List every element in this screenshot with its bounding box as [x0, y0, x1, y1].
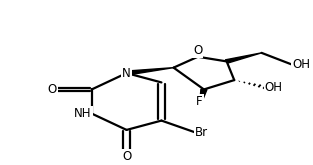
Text: NH: NH [74, 107, 92, 120]
Polygon shape [225, 53, 262, 63]
Text: F: F [196, 95, 203, 108]
Text: N: N [122, 67, 131, 80]
Text: O: O [193, 44, 203, 57]
Text: Br: Br [195, 126, 208, 139]
Polygon shape [126, 68, 174, 75]
Text: OH: OH [292, 58, 310, 71]
Text: OH: OH [264, 81, 283, 94]
Polygon shape [199, 89, 207, 108]
Text: O: O [122, 150, 131, 163]
Text: O: O [48, 83, 57, 96]
